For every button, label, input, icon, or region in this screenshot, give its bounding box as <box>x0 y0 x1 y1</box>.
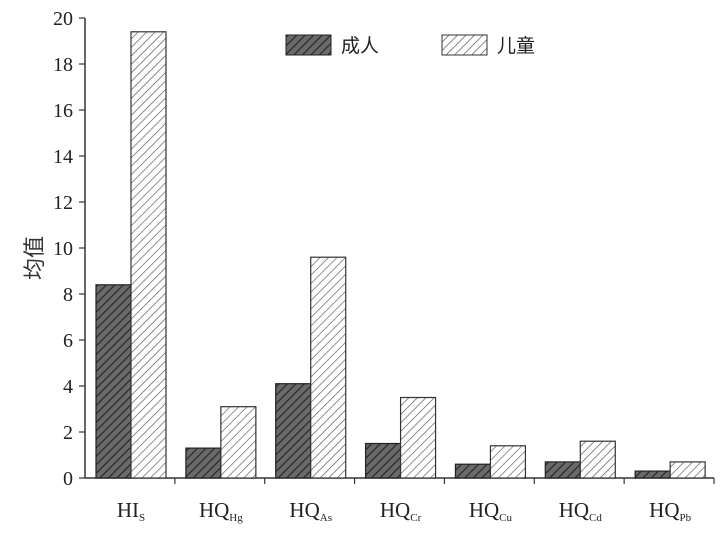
y-tick-label: 10 <box>53 238 73 260</box>
bar-adult <box>454 463 492 479</box>
bar-adult <box>185 447 222 479</box>
y-tick-label: 20 <box>53 8 73 30</box>
x-tick-label: HIS <box>117 498 145 524</box>
bar-adult <box>364 442 402 479</box>
y-ticks: 0 2 4 6 8 10 12 14 16 18 20 <box>53 8 85 490</box>
bar-child <box>130 31 167 479</box>
bar-child <box>220 406 257 479</box>
bar-adult <box>275 383 312 479</box>
y-tick-label: 0 <box>63 468 73 490</box>
x-ticks: HIS HQHg HQAs HQCr HQCu HQCd HQPb <box>117 478 715 524</box>
y-tick-label: 6 <box>63 330 73 352</box>
x-tick-label: HQCr <box>380 498 422 524</box>
y-tick-label: 2 <box>63 422 73 444</box>
legend-swatch-child <box>441 34 488 56</box>
bar-adult <box>544 461 581 479</box>
legend-label-adult: 成人 <box>341 35 379 57</box>
bars <box>95 31 706 479</box>
y-tick-label: 12 <box>53 192 73 214</box>
y-tick-label: 16 <box>53 100 73 122</box>
bar-child <box>399 396 437 479</box>
y-tick-label: 4 <box>63 376 73 398</box>
bar-adult <box>634 470 671 479</box>
bar-child <box>489 445 527 479</box>
x-tick-label: HQPb <box>649 498 691 524</box>
legend-swatch-adult <box>285 34 332 56</box>
y-axis-label: 均值 <box>23 236 48 280</box>
bar-adult <box>95 284 132 479</box>
bar-child <box>579 440 616 479</box>
x-tick-label: HQCu <box>469 498 513 524</box>
x-tick-label: HQAs <box>289 498 332 524</box>
legend: 成人 儿童 <box>285 34 535 57</box>
y-tick-label: 14 <box>53 146 73 168</box>
x-tick-label: HQCd <box>559 498 603 524</box>
y-tick-label: 8 <box>63 284 73 306</box>
bar-child <box>669 461 706 479</box>
legend-label-child: 儿童 <box>497 35 535 57</box>
y-tick-label: 18 <box>53 54 73 76</box>
bar-child <box>310 256 347 479</box>
x-tick-label: HQHg <box>199 498 243 524</box>
